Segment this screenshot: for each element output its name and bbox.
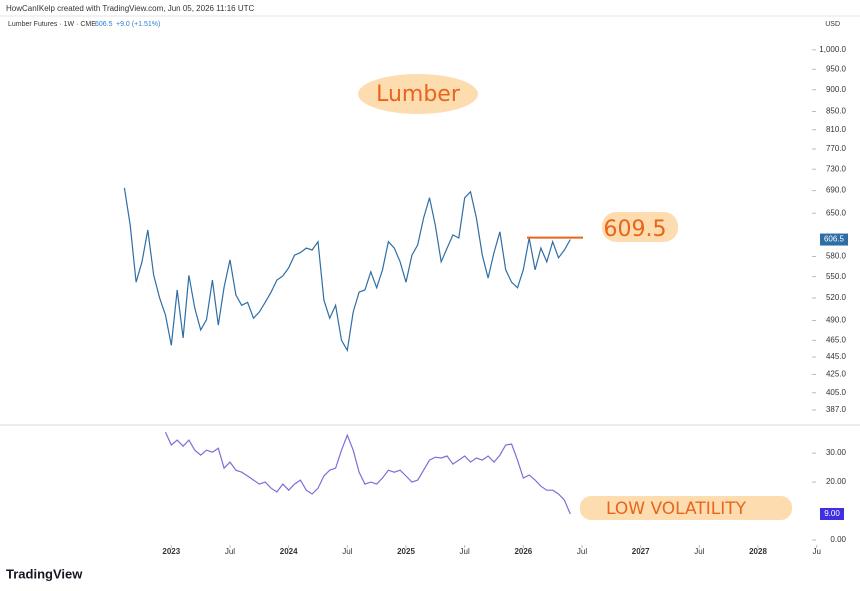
y-tick-label: 900.0: [826, 85, 847, 94]
price-change: +9.0 (+1.51%): [116, 21, 160, 28]
x-tick-label: Ju: [812, 547, 820, 556]
y-tick-label: 810.0: [826, 125, 847, 134]
last-value-label: 9.00: [824, 509, 840, 518]
y-tick-label: 690.0: [826, 186, 847, 195]
y-tick-label: 425.0: [826, 370, 847, 379]
y-tick-label: 520.0: [826, 293, 847, 302]
x-tick-label: 2025: [397, 547, 415, 556]
y-tick-label: 405.0: [826, 388, 847, 397]
last-value-box: [820, 507, 844, 520]
last-price-box: [820, 233, 848, 246]
y-tick-label: 850.0: [826, 107, 847, 116]
level-note: 609.5: [604, 217, 667, 242]
note-highlight: [602, 212, 678, 242]
y-tick-label: 490.0: [826, 316, 847, 325]
x-tick-label: Jul: [342, 547, 352, 556]
y-tick-label: 1,000.0: [819, 45, 846, 54]
price-line: [123, 187, 571, 353]
y-tick-label: 950.0: [826, 64, 847, 73]
x-tick-label: 2026: [514, 547, 532, 556]
y-tick-label: 770.0: [826, 144, 847, 153]
x-tick-label: Jul: [225, 547, 235, 556]
x-tick-label: 2028: [749, 547, 767, 556]
y-tick-label: 0.00: [830, 535, 846, 544]
last-price-label: 606.5: [824, 235, 845, 244]
attribution: HowCanIKelp created with TradingView.com…: [6, 4, 255, 13]
y-tick-label: 30.00: [826, 448, 847, 457]
logo: TradingView: [6, 566, 83, 581]
note-highlight: [580, 496, 792, 520]
note-highlight: [358, 74, 478, 114]
y-tick-label: 465.0: [826, 335, 847, 344]
y-tick-label: 387.0: [826, 405, 847, 414]
y-tick-label: 20.00: [826, 477, 847, 486]
volatility-note: LOW VOLATILITY: [606, 499, 747, 519]
price-line: [164, 431, 571, 515]
x-tick-label: Jul: [694, 547, 704, 556]
x-tick-label: Jul: [460, 547, 470, 556]
x-tick-label: Jul: [577, 547, 587, 556]
y-tick-label: 445.0: [826, 352, 847, 361]
y-tick-label: 580.0: [826, 252, 847, 261]
x-tick-label: 2024: [280, 547, 298, 556]
y-tick-label: 730.0: [826, 164, 847, 173]
x-tick-label: 2023: [162, 547, 180, 556]
title-note: Lumber: [376, 82, 461, 107]
last-price: 606.5: [95, 21, 113, 28]
symbol-title: Lumber Futures · 1W · CME: [8, 21, 96, 28]
x-tick-label: 2027: [632, 547, 650, 556]
y-tick-label: 550.0: [826, 272, 847, 281]
y-tick-label: 650.0: [826, 208, 847, 217]
currency: USD: [825, 21, 840, 28]
